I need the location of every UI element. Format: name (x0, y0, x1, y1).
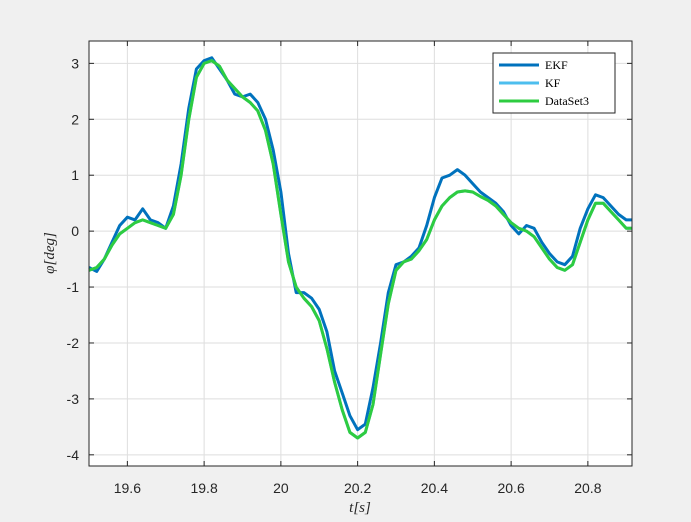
legend: EKF KF DataSet3 (492, 52, 616, 114)
legend-label: EKF (545, 58, 568, 72)
y-tick-label: 0 (71, 223, 79, 239)
x-tick-label: 19.6 (114, 480, 141, 496)
y-tick-label: 2 (71, 111, 79, 127)
legend-label: KF (545, 76, 561, 90)
x-tick-label: 20.4 (421, 480, 448, 496)
x-tick-label: 19.8 (190, 480, 217, 496)
x-axis-label: t[s] (349, 500, 371, 516)
x-tick-label: 20.8 (574, 480, 601, 496)
x-tick-label: 20 (273, 480, 289, 496)
x-tick-label: 20.6 (497, 480, 524, 496)
axes-box (88, 40, 633, 467)
series-layer (88, 56, 632, 440)
y-tick-label: -3 (67, 391, 80, 407)
legend-label: DataSet3 (545, 94, 589, 108)
y-tick-label: 1 (71, 167, 79, 183)
series-line-ekf (88, 56, 632, 432)
y-axis-label: φ[deg] (42, 232, 58, 274)
y-tick-label: -1 (67, 279, 80, 295)
y-tick-label: 3 (71, 55, 79, 71)
grid (89, 41, 632, 466)
ticks: 19.6 19.8 20 20.2 20.4 20.6 20.8 -4 -3 -2 -1 0 1 2 3 (67, 41, 632, 496)
x-tick-label: 20.2 (344, 480, 371, 496)
series-line-dataset3 (88, 59, 632, 440)
y-tick-label: -2 (67, 335, 80, 351)
y-tick-label: -4 (67, 447, 80, 463)
